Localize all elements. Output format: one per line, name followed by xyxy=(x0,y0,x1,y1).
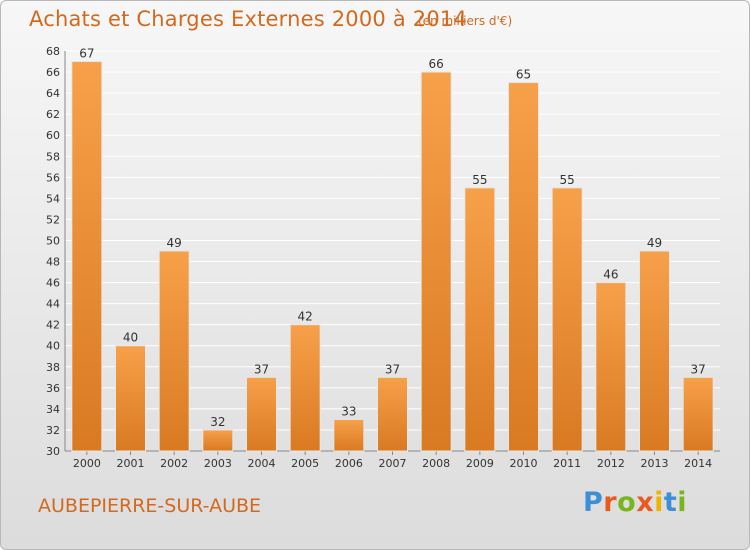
data-label: 42 xyxy=(298,310,313,324)
data-label: 37 xyxy=(385,362,400,376)
x-tick-label: 2007 xyxy=(379,457,407,470)
x-tick-label: 2009 xyxy=(466,457,494,470)
bar xyxy=(508,82,539,452)
y-tick-label: 38 xyxy=(46,361,60,374)
data-label: 66 xyxy=(429,57,444,71)
y-tick-label: 32 xyxy=(46,424,60,437)
logo-letter: t xyxy=(663,487,678,518)
y-tick-label: 30 xyxy=(46,445,60,458)
data-label: 46 xyxy=(603,268,618,282)
x-tick-label: 2012 xyxy=(597,457,625,470)
y-tick-label: 64 xyxy=(46,87,60,100)
logo-letter: P xyxy=(583,487,604,518)
data-label: 37 xyxy=(254,362,269,376)
data-label: 49 xyxy=(647,236,662,250)
bar xyxy=(377,376,408,452)
logo-letter: r xyxy=(603,487,618,518)
data-label: 33 xyxy=(341,404,356,418)
bar xyxy=(464,187,496,452)
y-tick-label: 52 xyxy=(46,213,60,226)
bar xyxy=(420,71,452,452)
x-tick-label: 2010 xyxy=(510,457,538,470)
y-tick-label: 60 xyxy=(46,129,60,142)
bar xyxy=(115,345,146,452)
bar xyxy=(333,418,365,452)
y-tick-label: 54 xyxy=(46,192,60,205)
data-label: 65 xyxy=(516,68,531,82)
data-label: 37 xyxy=(691,362,706,376)
x-tick-label: 2004 xyxy=(248,457,276,470)
y-tick-label: 68 xyxy=(46,45,60,58)
y-tick-label: 56 xyxy=(46,171,60,184)
y-tick-label: 36 xyxy=(46,382,60,395)
bar xyxy=(202,429,234,452)
bar xyxy=(71,61,103,452)
chart-subtitle: (en milliers d'€) xyxy=(418,14,513,28)
y-tick-label: 66 xyxy=(46,66,60,79)
y-tick-label: 46 xyxy=(46,277,60,290)
x-tick-label: 2011 xyxy=(553,457,581,470)
x-tick-label: 2013 xyxy=(641,457,669,470)
y-tick-label: 62 xyxy=(46,108,60,121)
data-label: 67 xyxy=(79,47,94,61)
bar xyxy=(639,250,670,452)
data-label: 55 xyxy=(472,173,487,187)
x-tick-label: 2014 xyxy=(684,457,712,470)
data-label: 55 xyxy=(560,173,575,187)
bar xyxy=(595,282,627,452)
logo-letter: i xyxy=(654,487,664,518)
data-label: 49 xyxy=(167,236,182,250)
bar xyxy=(289,324,321,452)
y-tick-label: 58 xyxy=(46,150,60,163)
bars xyxy=(71,61,714,452)
place-name: AUBEPIERRE-SUR-AUBE xyxy=(38,495,262,517)
data-label: 32 xyxy=(210,415,225,429)
y-tick-label: 34 xyxy=(46,403,60,416)
y-tick-label: 44 xyxy=(46,298,60,311)
logo-letter: x xyxy=(636,487,655,518)
x-tick-label: 2003 xyxy=(204,457,232,470)
labels: 67 40 49 32 37 42 33 37 66 55 65 55 46 49 37 xyxy=(79,47,706,429)
logo-letter: o xyxy=(617,487,637,518)
chart-title: Achats et Charges Externes 2000 à 2014 xyxy=(29,7,468,31)
x-tick-label: 2000 xyxy=(73,457,101,470)
y-tick-label: 48 xyxy=(46,256,60,269)
y-tick-label: 42 xyxy=(46,319,60,332)
proxiti-logo: Proxiti xyxy=(583,487,687,518)
x-tick-label: 2008 xyxy=(422,457,450,470)
x-tick-label: 2002 xyxy=(160,457,188,470)
bar xyxy=(551,187,583,452)
bar xyxy=(246,376,277,452)
logo-letter: i xyxy=(677,487,688,518)
y-tick-label: 50 xyxy=(46,234,60,247)
x-tick-label: 2005 xyxy=(291,457,319,470)
x-tick-label: 2001 xyxy=(117,457,145,470)
data-label: 40 xyxy=(123,331,138,345)
bar xyxy=(158,250,190,452)
bar xyxy=(682,376,714,452)
x-tick-label: 2006 xyxy=(335,457,363,470)
y-tick-label: 40 xyxy=(46,340,60,353)
